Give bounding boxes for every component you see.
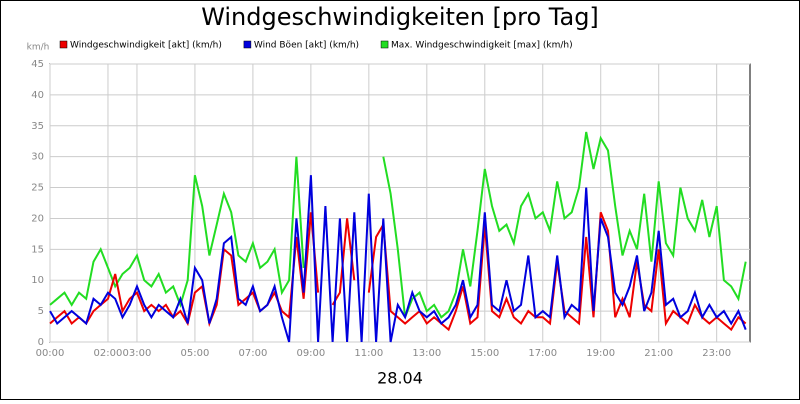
x-tick-label: 19:00 xyxy=(586,348,615,359)
legend-swatch xyxy=(59,40,68,49)
legend-swatch xyxy=(243,40,252,49)
x-tick-label: 11:00 xyxy=(354,348,383,359)
y-tick-label: 45 xyxy=(31,59,44,70)
caption: 28.04 xyxy=(377,369,423,388)
y-tick-label: 20 xyxy=(31,213,44,224)
y-tick-label: 0 xyxy=(38,337,44,348)
x-tick-label: 05:00 xyxy=(181,348,210,359)
y-tick-label: 30 xyxy=(31,152,44,163)
x-tick-label: 09:00 xyxy=(296,348,325,359)
legend-label: Wind Böen [akt] (km/h) xyxy=(254,41,359,51)
x-tick-label: 07:00 xyxy=(238,348,267,359)
x-tick-label: 15:00 xyxy=(470,348,499,359)
legend-label: Windgeschwindigkeit [akt] (km/h) xyxy=(70,41,222,51)
legend-label: Max. Windgeschwindigkeit [max] (km/h) xyxy=(391,41,573,51)
series-line xyxy=(49,131,747,319)
y-unit: km/h xyxy=(27,43,50,53)
legend-swatch xyxy=(380,40,389,49)
x-tick-label: 13:00 xyxy=(412,348,441,359)
series-line xyxy=(49,175,747,343)
y-tick-label: 40 xyxy=(31,90,44,101)
x-tick-label: 02:00 xyxy=(94,348,123,359)
legend: Windgeschwindigkeit [akt] (km/h) Wind Böe… xyxy=(59,40,573,51)
x-tick-label: 23:00 xyxy=(702,348,731,359)
x-tick-label: 00:00 xyxy=(36,348,65,359)
y-tick-label: 10 xyxy=(31,275,44,286)
y-tick-label: 25 xyxy=(31,183,44,194)
y-tick-label: 5 xyxy=(38,306,44,317)
x-tick-label: 03:00 xyxy=(123,348,152,359)
x-tick-label: 17:00 xyxy=(528,348,557,359)
y-tick-label: 15 xyxy=(31,244,44,255)
chart-title: Windgeschwindigkeiten [pro Tag] xyxy=(201,3,599,31)
y-tick-label: 35 xyxy=(31,121,44,132)
x-tick-label: 21:00 xyxy=(644,348,673,359)
